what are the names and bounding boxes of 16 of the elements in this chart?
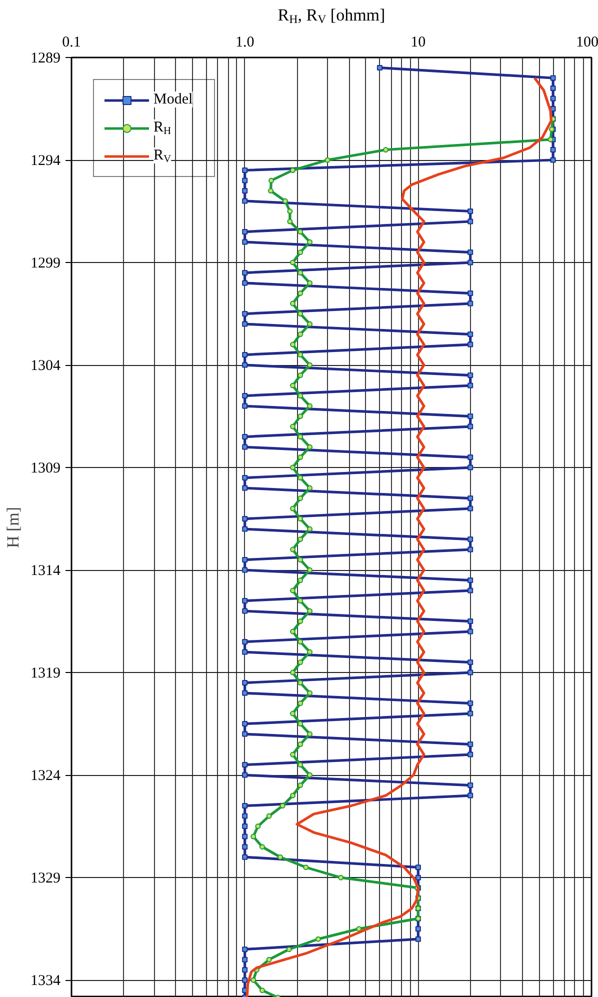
x-tick-label: 0.1 (62, 34, 81, 50)
y-tick-label: 1324 (30, 768, 61, 784)
y-tick-label: 1304 (30, 358, 61, 374)
y-tick-label: 1334 (30, 973, 61, 990)
x-tick-label: 10 (410, 34, 426, 50)
y-tick-label: 1329 (30, 870, 60, 887)
x-tick-label: 100 (576, 34, 598, 50)
legend-label: Model (154, 92, 193, 108)
y-tick-label: 1289 (30, 50, 60, 66)
y-axis-title: H [m] (4, 506, 22, 548)
y-tick-label: 1319 (30, 666, 60, 682)
y-tick-label: 1309 (30, 460, 60, 477)
x-tick-label: 1.0 (235, 34, 254, 50)
y-tick-label: 1294 (30, 153, 61, 170)
y-tick-label: 1299 (30, 256, 60, 272)
y-tick-label: 1314 (30, 563, 61, 580)
